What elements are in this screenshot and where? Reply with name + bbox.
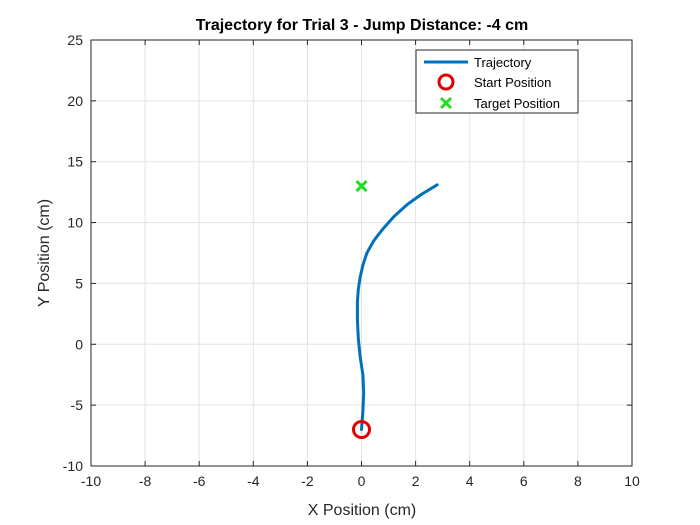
- start-position-marker: [352, 419, 371, 439]
- y-tick-label: 25: [67, 32, 83, 48]
- x-tick-label: 2: [412, 473, 420, 489]
- x-tick-label: 0: [358, 473, 366, 489]
- legend-item-target: Target Position: [474, 96, 560, 111]
- y-tick-label: 15: [67, 154, 83, 170]
- y-tick-label: 5: [75, 275, 83, 291]
- x-tick-label: -10: [81, 473, 101, 489]
- target-position-marker: [355, 179, 368, 193]
- y-tick-label: 0: [75, 336, 83, 352]
- x-axis-label: X Position (cm): [308, 502, 416, 519]
- y-tick-label: 10: [67, 215, 83, 231]
- ticks: -10 -8 -6 -4 -2 0 2 4 6 8 10 -10 -5 0 5 10 15 20 25: [63, 32, 640, 489]
- y-tick-label: -5: [71, 397, 84, 413]
- x-tick-label: 8: [574, 473, 582, 489]
- x-tick-label: -4: [247, 473, 260, 489]
- x-tick-label: -6: [193, 473, 206, 489]
- y-axis-label: Y Position (cm): [36, 199, 53, 307]
- legend: Trajectory Start Position Target Positio…: [415, 49, 579, 114]
- x-tick-label: -2: [301, 473, 314, 489]
- x-tick-label: 6: [520, 473, 528, 489]
- x-tick-label: -8: [139, 473, 152, 489]
- trajectory-line: [355, 183, 439, 431]
- series-layer: [352, 179, 439, 439]
- y-tick-label: -10: [63, 458, 83, 474]
- legend-item-start: Start Position: [474, 75, 551, 90]
- x-tick-label: 4: [466, 473, 474, 489]
- legend-item-trajectory: Trajectory: [474, 55, 532, 70]
- legend-target-swatch: [439, 96, 453, 110]
- legend-start-swatch: [437, 73, 455, 91]
- y-tick-label: 20: [67, 93, 83, 109]
- x-tick-label: 10: [624, 473, 640, 489]
- chart-title: Trajectory for Trial 3 - Jump Distance: …: [196, 17, 529, 34]
